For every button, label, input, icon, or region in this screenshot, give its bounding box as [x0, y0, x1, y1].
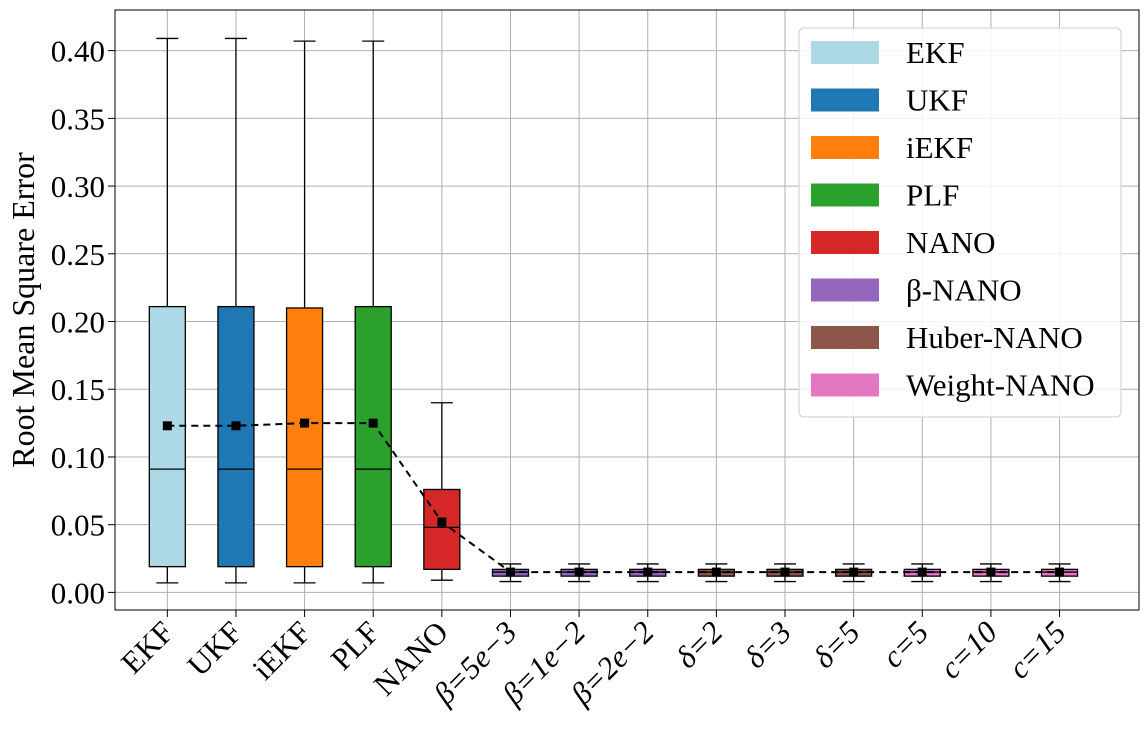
legend-swatch-0 — [811, 41, 879, 64]
box-3 — [354, 40, 392, 584]
mean-marker-4 — [437, 517, 447, 527]
y-tick-label-4: 0.20 — [51, 305, 105, 340]
mean-marker-3 — [368, 418, 378, 428]
y-tick-label-7: 0.35 — [51, 101, 105, 136]
y-tick-label-3: 0.15 — [51, 372, 105, 407]
legend-label-5: β-NANO — [906, 273, 1022, 308]
box-1 — [217, 37, 255, 584]
x-tick-label-9: δ=3 — [737, 614, 798, 675]
box-4 — [423, 402, 461, 581]
x-tick-label-8: δ=2 — [669, 614, 730, 675]
legend-swatch-1 — [811, 88, 879, 112]
box-rect-4 — [423, 488, 461, 571]
mean-marker-8 — [711, 567, 721, 577]
legend-label-6: Huber-NANO — [906, 320, 1083, 355]
x-tick-label-2: iEKF — [245, 614, 317, 686]
legend-label-2: iEKF — [906, 130, 973, 165]
y-axis: 0.00 0.05 0.10 0.15 0.20 0.25 0.30 0.35 0.40 — [51, 34, 115, 610]
legend-swatch-3 — [811, 183, 879, 207]
x-tick-label-12: c=10 — [933, 614, 1005, 686]
legend-label-7: Weight-NANO — [906, 368, 1095, 403]
x-tick-label-13: c=15 — [1001, 614, 1072, 685]
mean-marker-2 — [300, 418, 310, 428]
y-tick-label-0: 0.00 — [51, 575, 105, 610]
legend-swatch-5 — [811, 278, 879, 302]
box-0 — [148, 37, 186, 584]
legend-label-4: NANO — [906, 225, 996, 260]
x-tick-label-1: UKF — [180, 614, 249, 683]
box-rect-2 — [285, 307, 324, 568]
legend-swatch-6 — [811, 326, 879, 349]
legend-swatch-4 — [811, 231, 879, 254]
mean-trend-layer — [162, 418, 1065, 577]
mean-marker-6 — [574, 567, 584, 577]
y-tick-label-1: 0.05 — [51, 508, 105, 543]
mean-marker-0 — [162, 421, 172, 431]
legend: EKF UKF iEKF PLF NANO β-NANO Huber-NANO Weight-… — [798, 27, 1122, 418]
mean-marker-1 — [231, 421, 241, 431]
legend-label-1: UKF — [906, 83, 968, 118]
mean-marker-5 — [505, 567, 515, 577]
x-tick-label-0: EKF — [114, 614, 180, 680]
mean-marker-13 — [1055, 567, 1065, 577]
mean-marker-11 — [917, 567, 927, 577]
box-rect-1 — [217, 305, 255, 568]
legend-swatch-2 — [811, 136, 879, 159]
y-tick-label-5: 0.25 — [51, 237, 105, 272]
mean-dashed-line — [167, 422, 1060, 574]
x-tick-label-11: c=5 — [875, 614, 935, 674]
box-rect-3 — [354, 305, 392, 568]
y-axis-label: Root Mean Square Error — [5, 152, 41, 468]
y-tick-label-8: 0.40 — [51, 34, 105, 69]
mean-marker-7 — [643, 567, 653, 577]
legend-swatch-7 — [811, 373, 879, 397]
mean-marker-10 — [849, 567, 859, 577]
legend-label-0: EKF — [906, 35, 965, 70]
plot-frame — [114, 9, 1140, 611]
legend-frame — [798, 27, 1122, 418]
y-tick-label-2: 0.10 — [51, 440, 105, 475]
mean-marker-12 — [986, 567, 996, 577]
y-tick-label-6: 0.30 — [51, 169, 105, 204]
boxes-layer — [148, 37, 1079, 584]
mean-marker-9 — [780, 567, 790, 577]
box-rect-0 — [148, 305, 186, 568]
x-tick-label-10: δ=5 — [806, 614, 867, 675]
legend-label-3: PLF — [906, 178, 959, 213]
box-2 — [285, 40, 324, 584]
